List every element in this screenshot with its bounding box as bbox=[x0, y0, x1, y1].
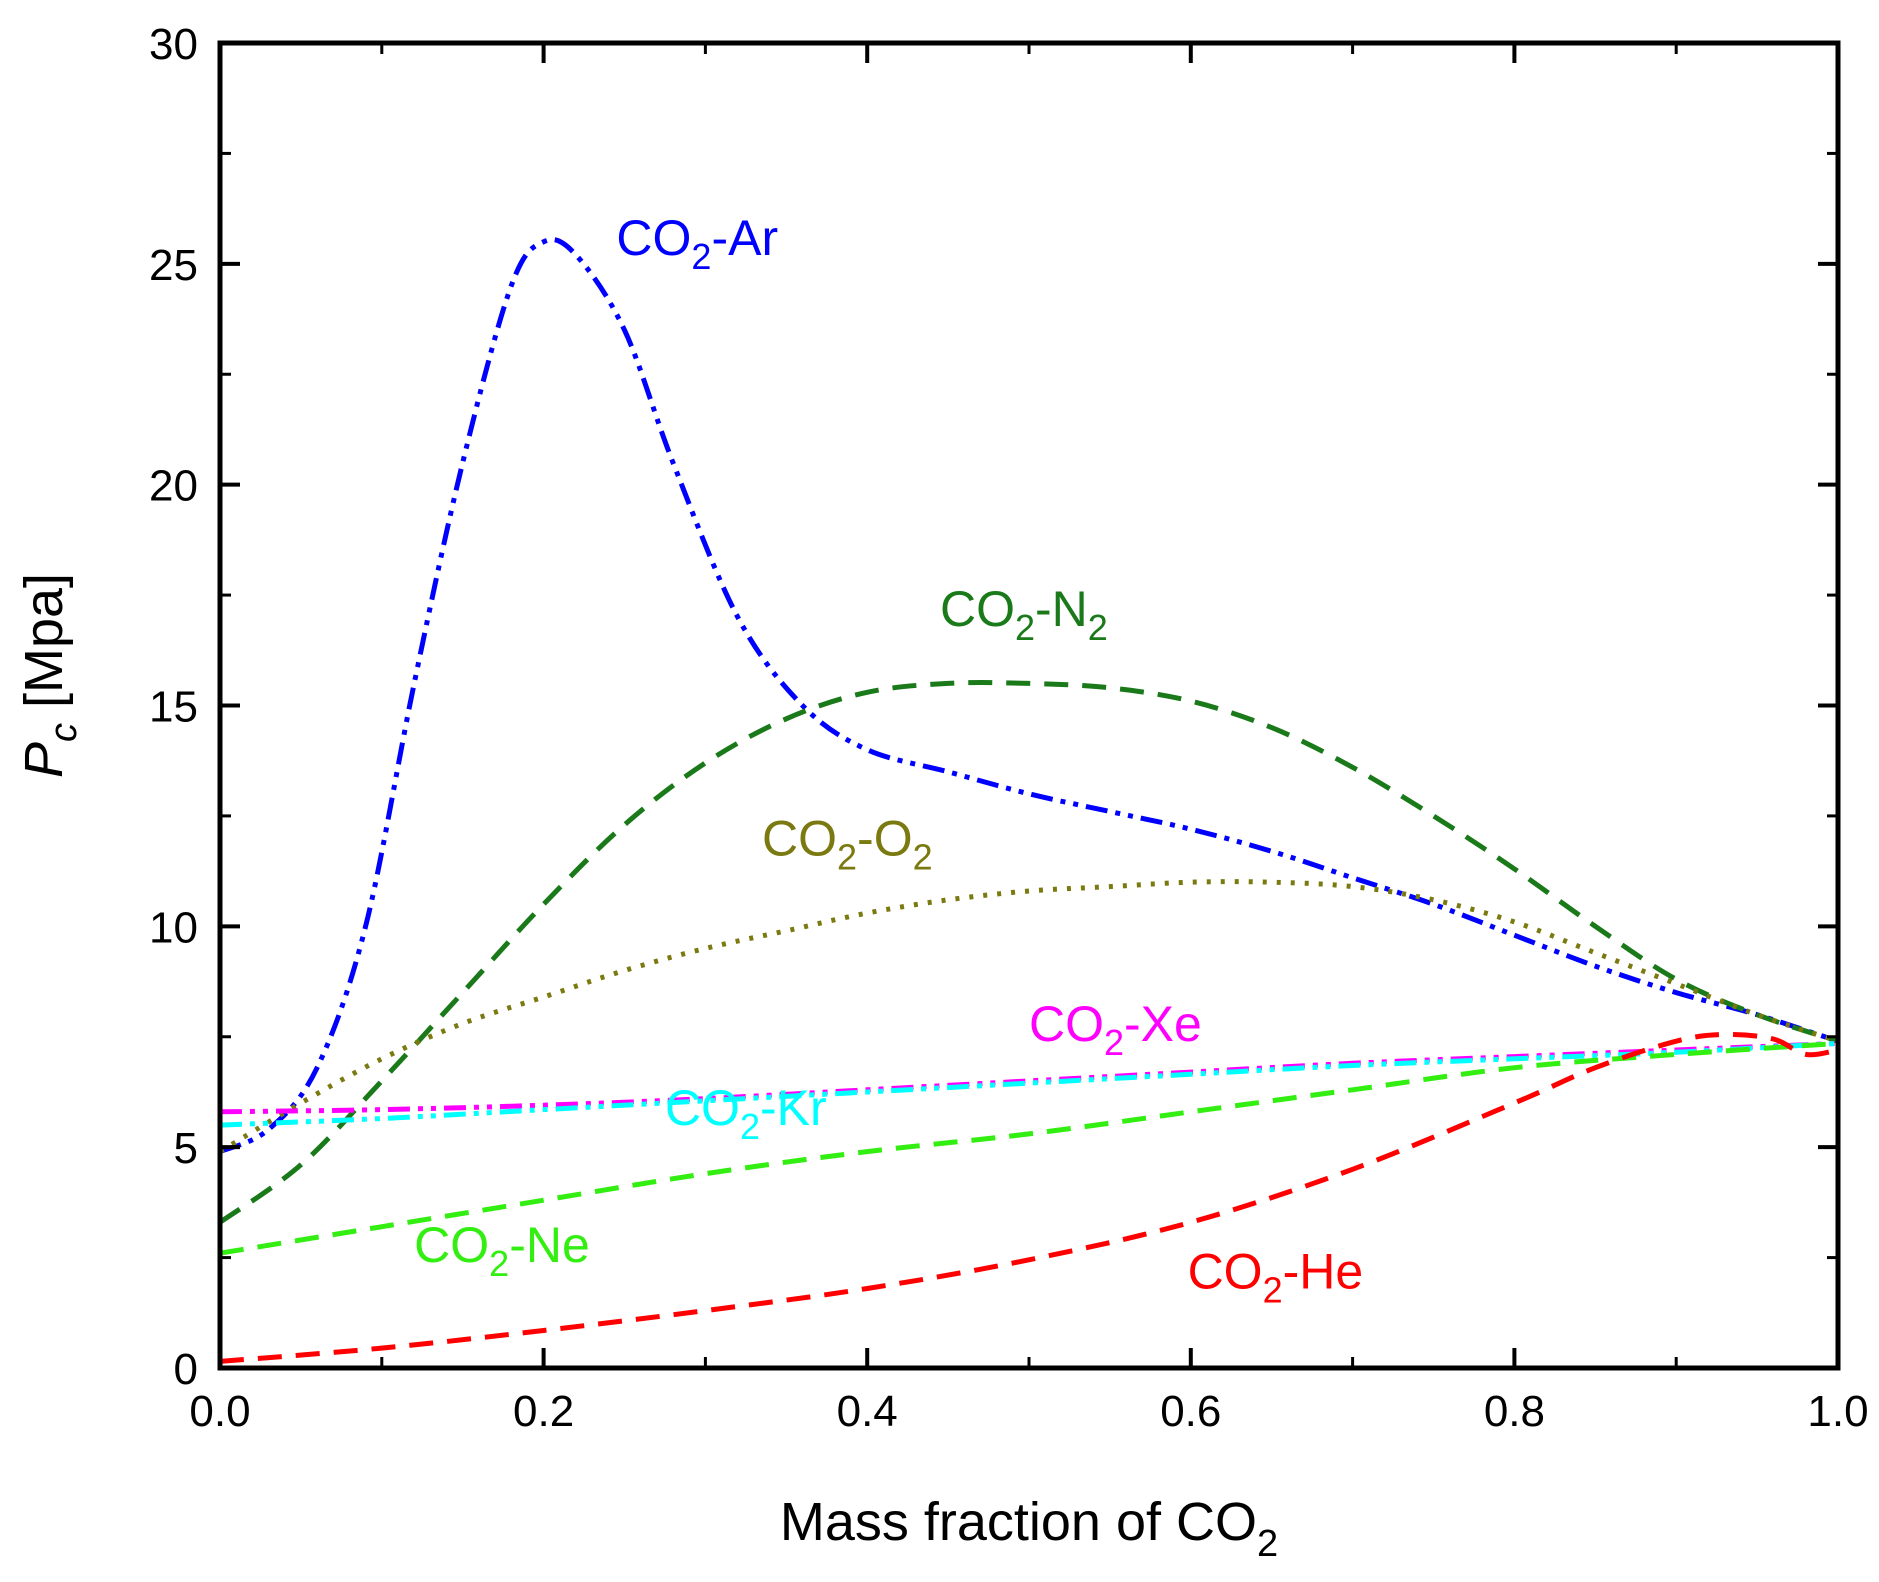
y-axis-title: Pc [Mpa] bbox=[14, 573, 85, 778]
y-tick-label: 25 bbox=[149, 241, 198, 290]
y-axis-title-subscript: c bbox=[43, 723, 85, 742]
series-label-co2-kr: CO2-Kr bbox=[665, 1080, 827, 1147]
y-tick-label: 0 bbox=[174, 1345, 198, 1394]
x-tick-label: 0.2 bbox=[513, 1387, 574, 1436]
x-axis-title-main: Mass fraction of CO bbox=[780, 1492, 1257, 1552]
y-axis-title-symbol: P bbox=[14, 742, 74, 778]
series-curves bbox=[218, 237, 1839, 1364]
y-tick-label: 30 bbox=[149, 20, 198, 69]
x-tick-label: 0.8 bbox=[1484, 1387, 1545, 1436]
series-line-co2-he bbox=[219, 1031, 1839, 1364]
y-tick-label: 5 bbox=[174, 1124, 198, 1173]
series-line-co2-n2 bbox=[218, 680, 1839, 1225]
series-label-co2-xe: CO2-Xe bbox=[1029, 996, 1202, 1063]
x-axis-title: Mass fraction of CO2 bbox=[780, 1492, 1278, 1565]
x-tick-label: 0.6 bbox=[1160, 1387, 1221, 1436]
series-label-co2-n2: CO2-N2 bbox=[940, 581, 1108, 648]
series-line-co2-ne bbox=[219, 1040, 1839, 1256]
series-line-co2-o2 bbox=[218, 879, 1839, 1154]
series-line-co2-kr bbox=[219, 1040, 1839, 1128]
x-tick-label: 0.4 bbox=[837, 1387, 898, 1436]
y-tick-label: 10 bbox=[149, 903, 198, 952]
x-axis-title-subscript: 2 bbox=[1257, 1523, 1278, 1565]
y-tick-label: 20 bbox=[149, 462, 198, 511]
y-tick-label: 15 bbox=[149, 683, 198, 732]
y-axis-title-unit: [Mpa] bbox=[14, 573, 74, 723]
axis-ticks: 0.0 0.2 0.4 0.6 0.8 1.0 0 5 10 15 20 25 30 bbox=[149, 20, 1869, 1436]
x-tick-label: 1.0 bbox=[1807, 1387, 1868, 1436]
x-tick-label: 0.0 bbox=[189, 1387, 250, 1436]
series-line-co2-ar bbox=[218, 237, 1839, 1154]
series-labels: CO2-Ar CO2-N2 CO2-O2 CO2-Xe CO2-Kr CO2-Ne CO2-… bbox=[414, 210, 1363, 1311]
series-label-co2-o2: CO2-O2 bbox=[762, 811, 933, 878]
series-label-co2-ar: CO2-Ar bbox=[616, 210, 778, 277]
series-label-co2-he: CO2-He bbox=[1188, 1244, 1364, 1311]
series-label-co2-ne: CO2-Ne bbox=[414, 1217, 590, 1284]
